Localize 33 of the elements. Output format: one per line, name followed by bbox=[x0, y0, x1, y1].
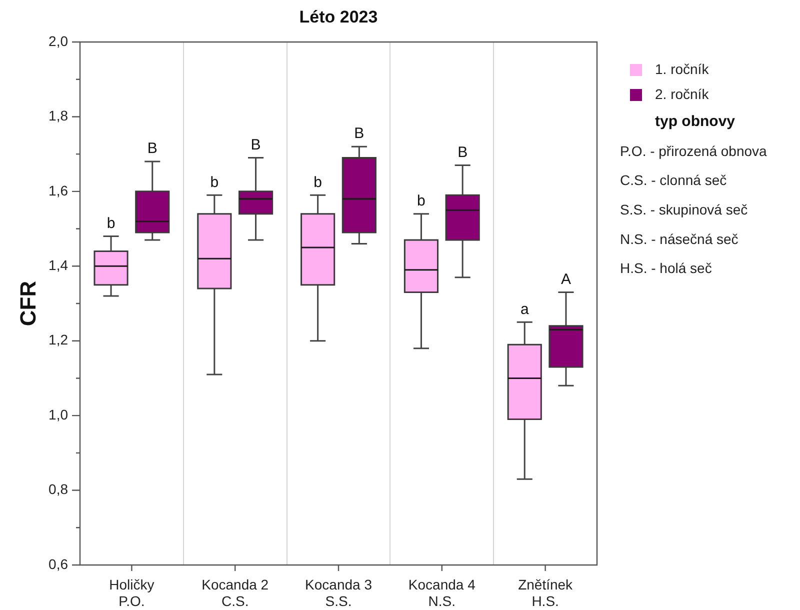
y-tick-label: 0,8 bbox=[48, 481, 68, 498]
x-tick-label: Kocanda 3 S.S. bbox=[305, 576, 372, 610]
text: b bbox=[106, 214, 116, 232]
y-tick-label: 0,6 bbox=[48, 556, 68, 572]
x-tick-label: Kocanda 4 N.S. bbox=[408, 576, 476, 610]
y-tick-label: 1,4 bbox=[48, 257, 68, 273]
text: P.O. - přirozená obnova bbox=[620, 142, 768, 159]
text: H.S. - holá seč bbox=[620, 260, 712, 276]
x-tick-label: Znětínek H.S. bbox=[518, 576, 574, 610]
text: B bbox=[147, 140, 158, 158]
y-tick-label: 1,2 bbox=[48, 332, 68, 348]
text: S.S. - skupinová seč bbox=[620, 201, 748, 218]
text: B bbox=[458, 144, 468, 161]
text: B bbox=[354, 125, 364, 142]
y-tick-label: 2,0 bbox=[48, 32, 68, 49]
y-tick-label: 1,0 bbox=[48, 406, 68, 422]
legend-title: typ obnovy bbox=[654, 113, 736, 130]
y-tick-label: 1,8 bbox=[48, 108, 68, 124]
text: C.S. - clonná seč bbox=[620, 172, 727, 188]
chart-title: Léto 2023 bbox=[299, 8, 378, 27]
text: A bbox=[560, 270, 571, 288]
x-tick-label: Kocanda 2 C.S. bbox=[202, 576, 269, 610]
y-axis-title: CFR bbox=[15, 280, 40, 326]
text: a bbox=[520, 300, 529, 318]
legend-label: 2. ročník bbox=[655, 86, 710, 102]
y-tick-label: 1,6 bbox=[48, 182, 68, 198]
text: B bbox=[250, 136, 261, 154]
x-tick-label: Holičky P.O. bbox=[109, 576, 154, 610]
text: b bbox=[210, 174, 219, 191]
legend-label: 1. ročník bbox=[655, 60, 710, 77]
text: N.S. - násečná seč bbox=[620, 230, 738, 247]
text: b bbox=[417, 192, 426, 210]
text: b bbox=[314, 174, 322, 191]
